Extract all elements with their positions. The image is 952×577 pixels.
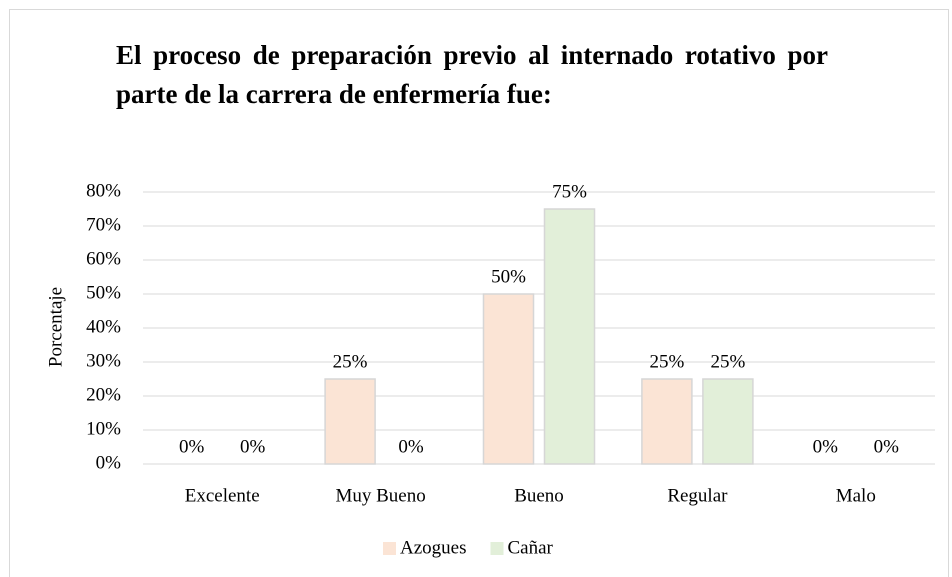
bar — [543, 208, 596, 465]
legend-label: Azogues — [400, 537, 466, 558]
y-tick-label: 30% — [86, 350, 121, 371]
value-label: 0% — [398, 436, 424, 457]
y-tick-label: 70% — [86, 214, 121, 235]
value-label: 25% — [333, 351, 368, 372]
chart-title: El proceso de preparación previo al inte… — [116, 40, 828, 109]
chart-frame — [9, 9, 949, 577]
legend-label: Cañar — [507, 537, 553, 558]
bar — [702, 378, 754, 465]
bar — [641, 378, 693, 465]
value-label: 50% — [491, 266, 526, 287]
y-tick-label: 60% — [86, 248, 121, 269]
y-tick-label: 40% — [86, 316, 121, 337]
value-label: 0% — [240, 436, 266, 457]
y-axis-label: Porcentaje — [45, 287, 66, 367]
bar — [324, 378, 376, 465]
x-tick-label: Regular — [667, 485, 728, 506]
value-label: 75% — [552, 181, 587, 202]
value-label: 25% — [649, 351, 684, 372]
value-label: 25% — [710, 351, 745, 372]
y-tick-label: 80% — [86, 180, 121, 201]
bar — [482, 293, 535, 465]
value-label: 0% — [874, 436, 900, 457]
y-tick-label: 50% — [86, 282, 121, 303]
y-tick-label: 0% — [96, 452, 122, 473]
value-label: 0% — [179, 436, 205, 457]
value-label: 0% — [813, 436, 839, 457]
legend-swatch — [490, 542, 504, 555]
x-tick-label: Bueno — [514, 485, 564, 506]
x-tick-label: Excelente — [185, 485, 260, 506]
y-tick-label: 20% — [86, 384, 121, 405]
x-tick-label: Malo — [836, 485, 876, 506]
x-tick-label: Muy Bueno — [335, 485, 425, 506]
legend-swatch — [383, 542, 396, 555]
y-tick-label: 10% — [86, 418, 121, 439]
